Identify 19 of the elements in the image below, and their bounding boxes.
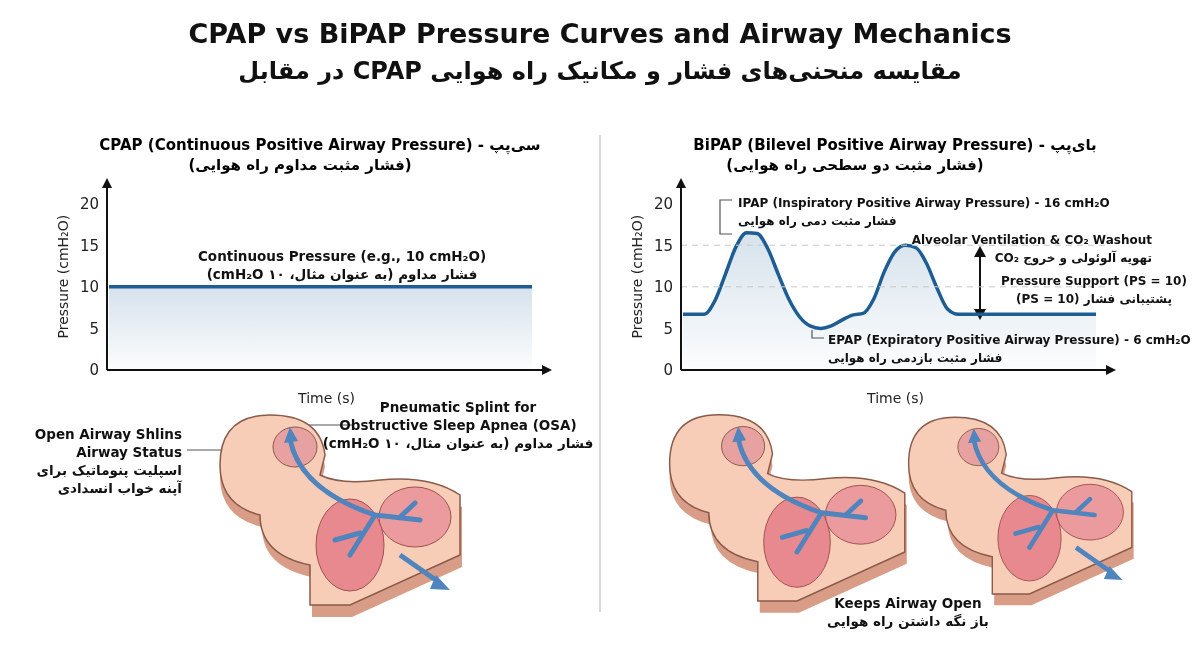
text: CPAP vs BiPAP Pressure Curves and Airway Mechanics [187, 18, 1013, 49]
chart-title: BiPAP (Bilevel Positive Airway Pressure) - بای‌پپ [693, 136, 1097, 154]
y-tick-label: 10 [653, 278, 673, 297]
y-tick-label: 0 [89, 361, 99, 380]
chart-title: CPAP (Continuous Positive Airway Pressure) - سی‌پپ [99, 136, 541, 154]
chart-subtitle: (فشار مثبت مداوم راه هوایی) [188, 156, 412, 174]
chart-subtitle: (فشار مثبت دو سطحی راه هوایی) [726, 156, 984, 174]
y-tick-label: 5 [663, 319, 673, 338]
y-tick-label: 5 [89, 319, 99, 338]
y-tick-label: 15 [79, 236, 99, 255]
y-axis-title: Pressure (cmH₂O) [54, 214, 71, 339]
y-tick-label: 20 [79, 194, 99, 213]
y-tick-label: 10 [79, 278, 99, 297]
x-axis-title: Time (s) [866, 390, 924, 406]
y-tick-label: 0 [663, 361, 673, 380]
y-tick-label: 15 [653, 236, 673, 255]
y-axis-title: Pressure (cmH₂O) [628, 214, 645, 339]
text: مقایسه منحنی‌های فشار و مکانیک راه هوایی CPAP در مقابل [237, 57, 963, 85]
y-tick-label: 20 [653, 194, 673, 213]
